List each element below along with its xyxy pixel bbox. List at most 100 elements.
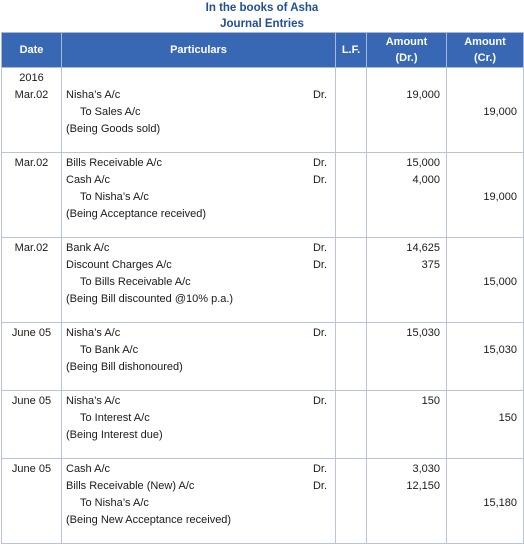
debit-amount — [367, 274, 446, 291]
particulars-cell: Cash A/c Dr. Bills Receivable (New) A/c Dr.… — [61, 458, 336, 544]
account-text: Bills Receivable (New) A/c — [66, 480, 195, 492]
debit-cell: 15,030 — [366, 322, 447, 391]
col-amount-dr-label: Amount — [385, 36, 428, 48]
debit-amount — [367, 104, 446, 121]
particulars-line: Discount Charges A/c Dr. — [62, 257, 335, 274]
particulars-line: Nisha’s A/c Dr. — [62, 393, 335, 410]
account-text: (Being Goods sold) — [66, 123, 161, 135]
journal-entry-row: June 05 Nisha’s A/c Dr. To Bank A/c (Being B… — [1, 322, 524, 391]
account-text: Discount Charges A/c — [66, 259, 172, 271]
particulars-line: (Being Bill discounted @10% p.a.) — [62, 291, 335, 308]
account-text: (Being Interest due) — [66, 429, 163, 441]
page-title: In the books of Asha — [205, 2, 319, 14]
credit-amount — [447, 359, 523, 376]
particulars-line: (Being New Acceptance received) — [62, 512, 335, 529]
debit-mark: Dr. — [312, 463, 327, 475]
lf-cell — [335, 458, 367, 544]
debit-amount — [367, 359, 446, 376]
account-text: Nisha’s A/c — [66, 327, 121, 339]
debit-amount — [367, 495, 446, 512]
col-amount-cr-label: Amount — [464, 36, 506, 48]
account-text: (Being Bill dishonoured) — [66, 361, 183, 373]
debit-cell: 15,000 4,000 — [366, 152, 447, 238]
debit-amount — [367, 410, 446, 427]
journal-entry-row: 2016 Mar.02 Nisha’s A/c Dr. To Sales A/c (Bei… — [1, 67, 524, 153]
particulars-line: Bills Receivable (New) A/c Dr. — [62, 478, 335, 495]
date-cell: Mar.02 — [1, 237, 62, 323]
particulars-line: (Being Acceptance received) — [62, 206, 335, 223]
credit-amount — [447, 257, 523, 274]
entry-date: June 05 — [11, 395, 52, 407]
credit-amount — [447, 427, 523, 444]
credit-amount — [447, 461, 523, 478]
particulars-line: (Being Interest due) — [62, 427, 335, 444]
debit-amount — [367, 512, 446, 529]
account-text: To Nisha’s A/c — [80, 191, 149, 203]
particulars-line: To Sales A/c — [62, 104, 335, 121]
account-text: To Bills Receivable A/c — [80, 276, 191, 288]
credit-amount — [447, 325, 523, 342]
col-amount-dr-unit: (Dr.) — [395, 52, 418, 64]
credit-amount — [447, 87, 523, 104]
debit-amount: 375 — [421, 259, 440, 271]
credit-cell: 150 — [446, 390, 524, 459]
particulars-line: Bills Receivable A/c Dr. — [62, 155, 335, 172]
particulars-cell: Bank A/c Dr. Discount Charges A/c Dr. To Bil… — [61, 237, 336, 323]
credit-cell: 15,000 — [446, 237, 524, 323]
account-text: To Nisha’s A/c — [80, 497, 149, 509]
spacer — [62, 70, 335, 87]
debit-mark: Dr. — [312, 259, 327, 271]
debit-amount — [367, 427, 446, 444]
entry-date: 2016 — [19, 72, 44, 84]
particulars-cell: Nisha’s A/c Dr. To Interest A/c (Being Inte… — [61, 390, 336, 459]
col-amount-dr: Amount (Dr.) — [366, 32, 447, 68]
particulars-line: (Being Goods sold) — [62, 121, 335, 138]
particulars-line: Nisha’s A/c Dr. — [62, 325, 335, 342]
date-cell: June 05 — [1, 390, 62, 459]
debit-amount: 3,030 — [412, 463, 440, 475]
debit-amount: 14,625 — [406, 242, 440, 254]
credit-cell: 15,030 — [446, 322, 524, 391]
debit-amount — [367, 206, 446, 223]
debit-mark: Dr. — [312, 174, 327, 186]
credit-amount — [447, 121, 523, 138]
particulars-line: (Being Bill dishonoured) — [62, 359, 335, 376]
account-text: Cash A/c — [66, 463, 111, 475]
credit-cell: 15,180 — [446, 458, 524, 544]
debit-cell: 150 — [366, 390, 447, 459]
credit-cell: 19,000 — [446, 152, 524, 238]
date-cell: June 05 — [1, 322, 62, 391]
debit-amount: 19,000 — [406, 89, 440, 101]
account-text: (Being New Acceptance received) — [66, 514, 232, 526]
account-text: To Bank A/c — [80, 344, 139, 356]
account-text: To Sales A/c — [80, 106, 141, 118]
date-cell: 2016 Mar.02 — [1, 67, 62, 153]
particulars-line: To Bills Receivable A/c — [62, 274, 335, 291]
credit-amount: 15,000 — [483, 276, 517, 288]
account-text: Nisha’s A/c — [66, 89, 121, 101]
debit-amount: 12,150 — [406, 480, 440, 492]
debit-amount: 4,000 — [412, 174, 440, 186]
entry-date: Mar.02 — [14, 89, 49, 101]
account-text: To Interest A/c — [80, 412, 150, 424]
credit-amount: 19,000 — [483, 106, 517, 118]
col-amount-cr: Amount (Cr.) — [446, 32, 524, 68]
credit-amount — [447, 393, 523, 410]
credit-amount: 19,000 — [483, 191, 517, 203]
debit-mark: Dr. — [312, 157, 327, 169]
credit-amount — [447, 155, 523, 172]
debit-cell: 3,030 12,150 — [366, 458, 447, 544]
date-cell: Mar.02 — [1, 152, 62, 238]
debit-mark: Dr. — [312, 89, 327, 101]
credit-amount — [447, 512, 523, 529]
entry-date: June 05 — [11, 463, 52, 475]
credit-amount: 15,180 — [483, 497, 517, 509]
account-text: Bills Receivable A/c — [66, 157, 162, 169]
lf-cell — [335, 152, 367, 238]
debit-mark: Dr. — [312, 395, 327, 407]
col-particulars: Particulars — [61, 32, 336, 68]
entry-date: Mar.02 — [14, 242, 49, 254]
debit-amount — [367, 291, 446, 308]
debit-amount: 15,000 — [406, 157, 440, 169]
debit-amount: 150 — [421, 395, 440, 407]
